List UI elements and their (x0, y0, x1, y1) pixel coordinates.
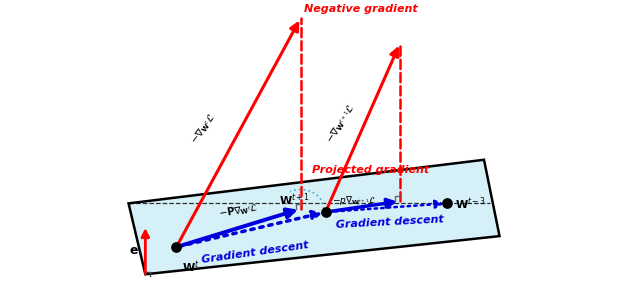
Point (441, 201, 451, 206)
Text: Gradient descent: Gradient descent (335, 215, 444, 230)
Text: $\mathbf{e}$: $\mathbf{e}$ (128, 244, 138, 257)
Point (172, 245, 182, 249)
Text: Negative gradient: Negative gradient (304, 4, 417, 14)
Text: $\mathbf{W}^{t+1}$: $\mathbf{W}^{t+1}$ (279, 192, 310, 208)
Text: $-\nabla_{\mathbf{W}^t}\mathcal{L}$: $-\nabla_{\mathbf{W}^t}\mathcal{L}$ (188, 111, 219, 147)
Point (321, 210, 330, 214)
Text: $-p\nabla_{\mathbf{W}^{t+1}}\mathcal{L}$: $-p\nabla_{\mathbf{W}^{t+1}}\mathcal{L}$ (332, 194, 377, 208)
Text: $-\mathbf{P}\nabla_{\mathbf{W}^t}\mathcal{L}$: $-\mathbf{P}\nabla_{\mathbf{W}^t}\mathca… (218, 200, 260, 221)
Text: $\mathbf{W}^t$: $\mathbf{W}^t$ (182, 259, 200, 275)
Text: $-\nabla_{\mathbf{W}^{t+1}}\mathcal{L}$: $-\nabla_{\mathbf{W}^{t+1}}\mathcal{L}$ (324, 101, 359, 146)
Text: Projected gradient: Projected gradient (312, 165, 430, 175)
Text: Gradient descent: Gradient descent (201, 240, 309, 265)
Polygon shape (128, 160, 500, 274)
Text: $\mathbf{W}^{t-3}$: $\mathbf{W}^{t-3}$ (455, 195, 487, 212)
